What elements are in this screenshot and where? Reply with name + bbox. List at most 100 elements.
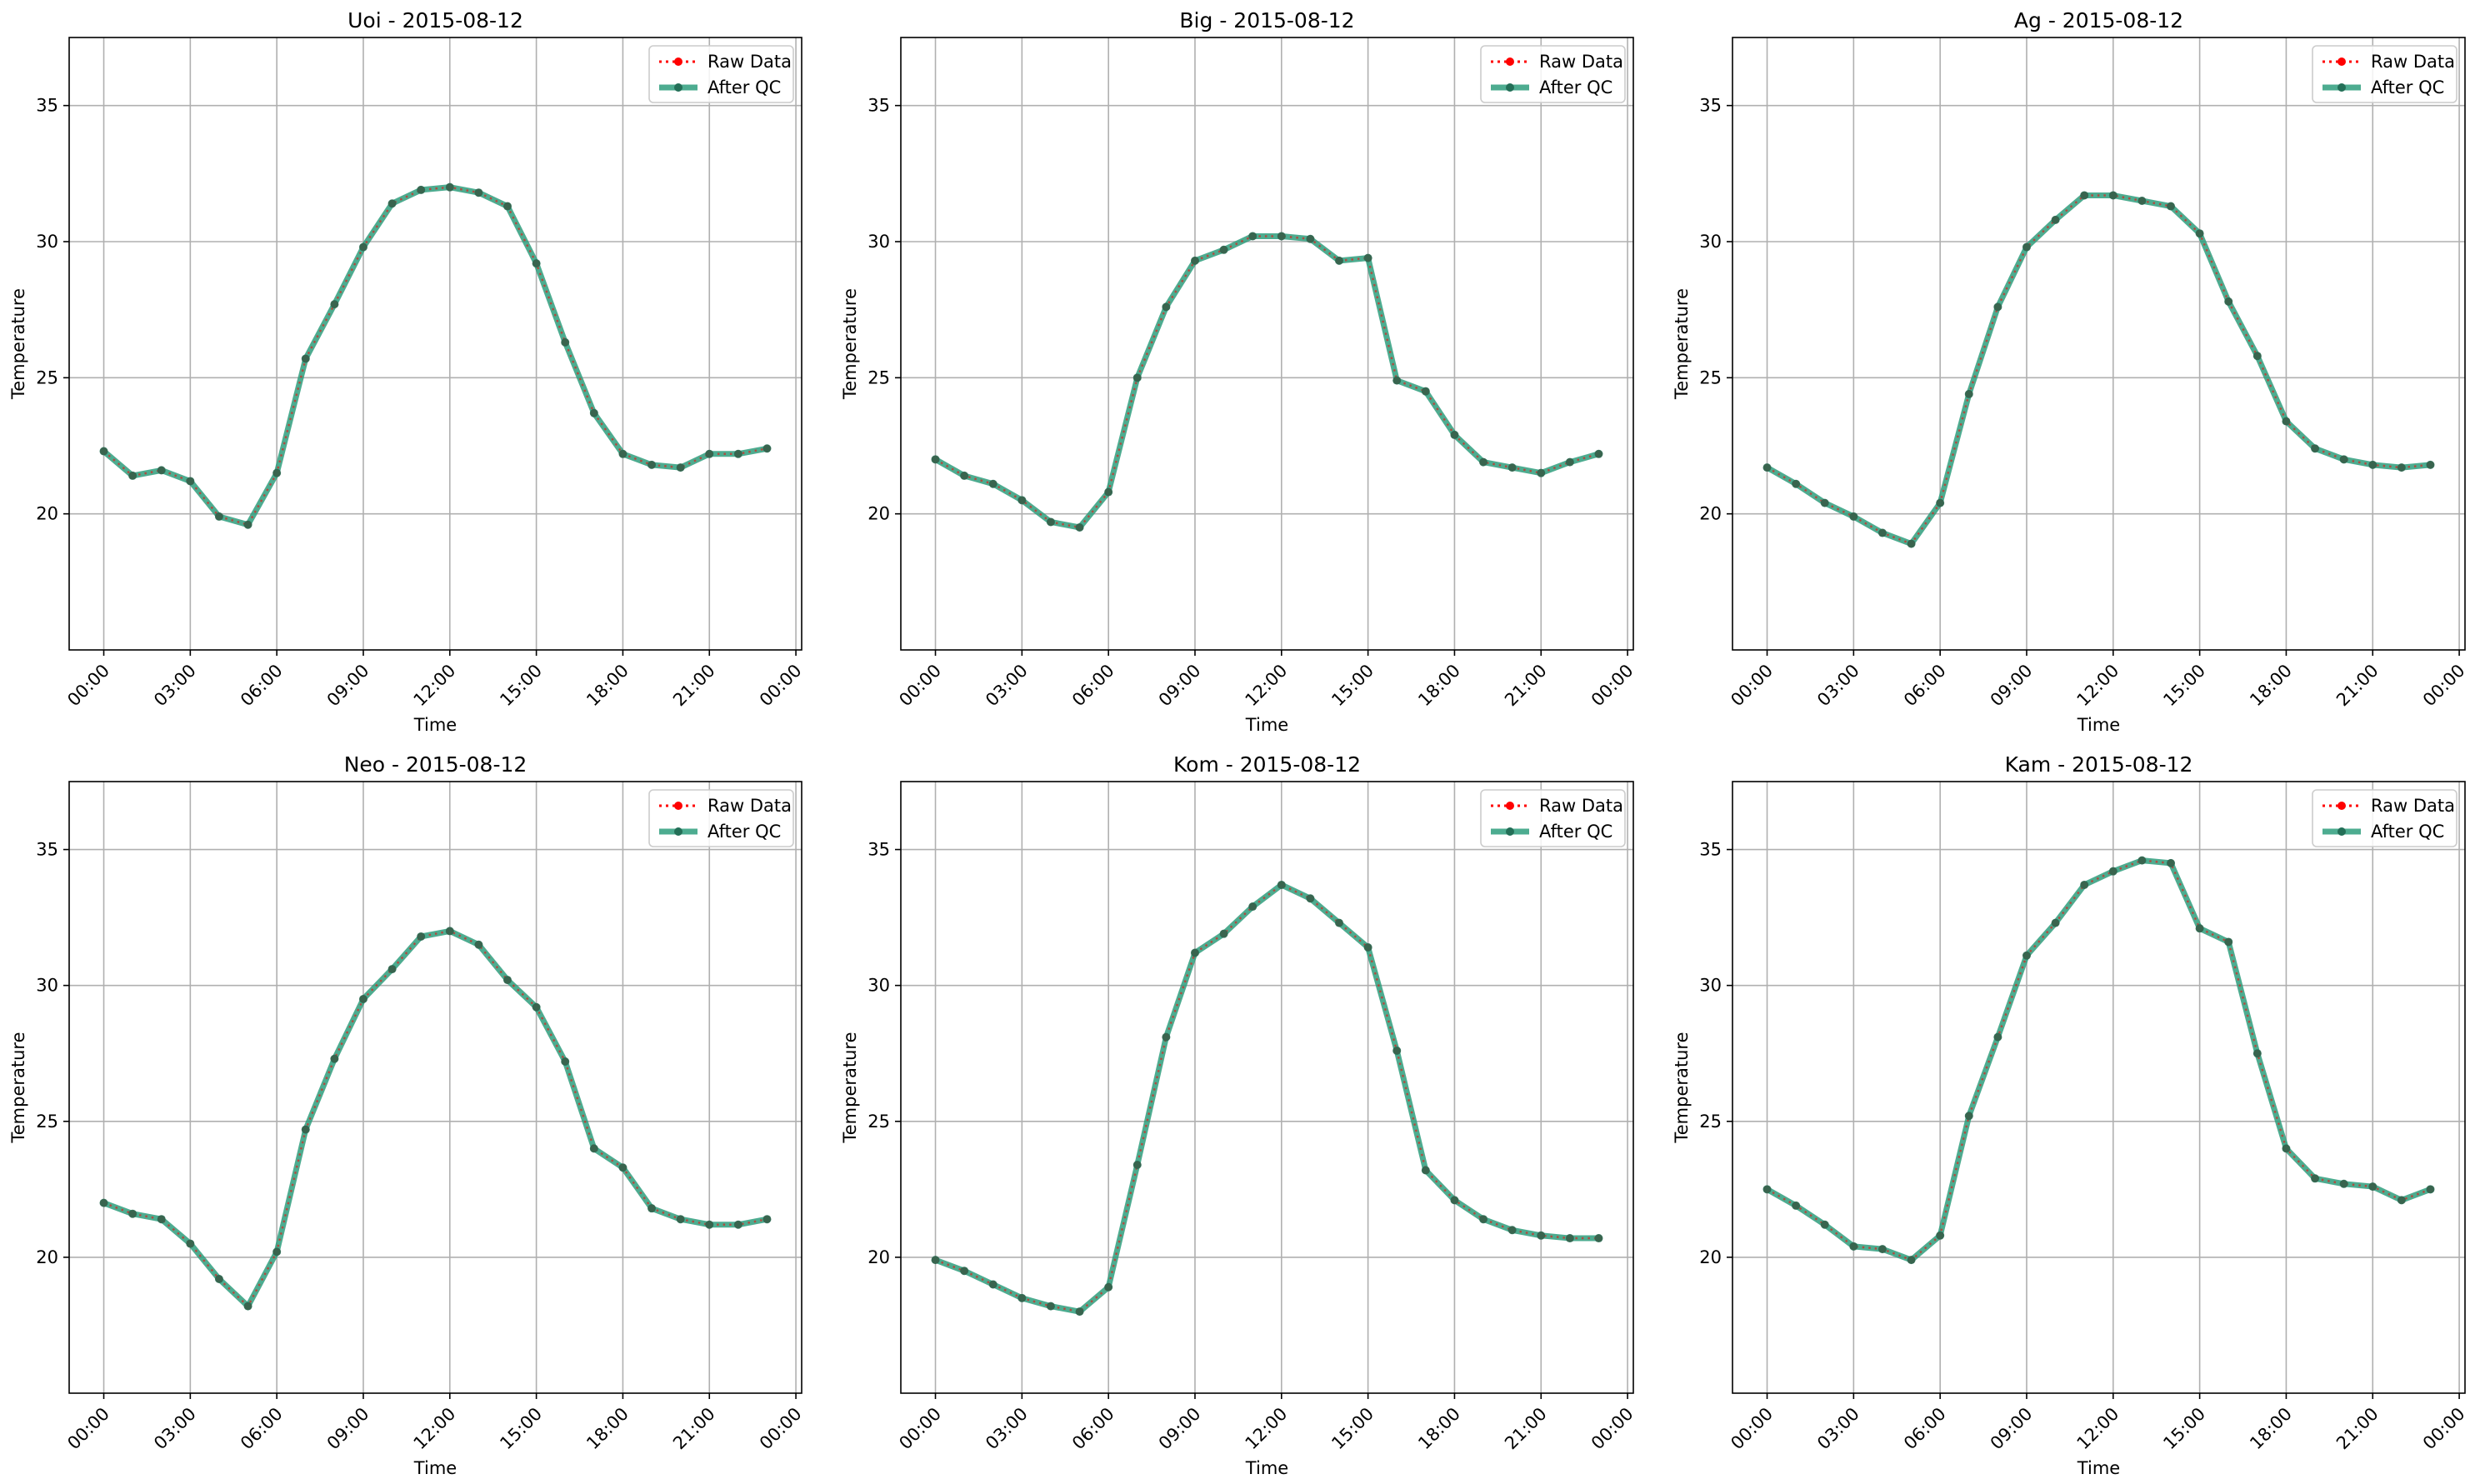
after-qc-point: [243, 520, 252, 529]
after-qc-point: [1306, 234, 1315, 243]
chart-panel: 00:00 03:00 06:00 09:00 12:00 15:00 18:00 21:00…: [1672, 752, 2469, 1478]
legend-after-qc-label: After QC: [1539, 822, 1612, 842]
series-line-after-qc: [1764, 857, 2433, 1263]
chart-title: Kom - 2015-08-12: [1173, 752, 1361, 777]
x-tick-label: 09:00: [1987, 1404, 2037, 1454]
legend-after-qc-label: After QC: [1539, 77, 1612, 97]
after-qc-point: [960, 1267, 969, 1276]
x-tick-label: 06:00: [1900, 661, 1950, 711]
after-qc-point: [988, 1280, 998, 1289]
after-qc-point: [1508, 1226, 1517, 1235]
x-tick-label: 06:00: [1900, 1404, 1950, 1454]
x-axis-label: Time: [1245, 715, 1288, 735]
x-tick-label: 12:00: [1242, 661, 1292, 711]
after-qc-point: [1190, 256, 1199, 265]
after-qc-point: [1820, 1220, 1829, 1229]
after-qc-point: [1162, 302, 1171, 312]
after-qc-point: [960, 471, 969, 480]
after-qc-point: [1565, 1234, 1574, 1243]
after-qc-point: [1277, 880, 1286, 889]
y-tick-label: 30: [868, 976, 890, 996]
after-qc-point: [733, 449, 742, 458]
x-axis-label: Time: [413, 715, 457, 735]
x-tick-label: 03:00: [1813, 661, 1863, 711]
legend-raw-data-label: Raw Data: [2371, 52, 2455, 72]
after-qc-point: [1907, 539, 1916, 548]
series-line-raw-data: [103, 930, 768, 1308]
after-qc-point: [301, 1125, 310, 1134]
chart-title: Ag - 2015-08-12: [2014, 8, 2183, 32]
after-qc-point: [1363, 942, 1372, 952]
after-qc-point: [1018, 496, 1027, 505]
y-tick-label: 35: [36, 96, 58, 116]
y-tick-label: 35: [868, 96, 890, 116]
x-tick-label: 00:00: [2419, 661, 2469, 711]
x-tick-label: 12:00: [2073, 1404, 2123, 1454]
chart-panel: 00:00 03:00 06:00 09:00 12:00 15:00 18:00 21:00…: [1672, 8, 2469, 735]
y-tick-label: 20: [36, 504, 58, 524]
after-qc-point: [1248, 902, 1258, 912]
x-axis-label: Time: [2077, 1458, 2120, 1478]
after-qc-point: [1450, 430, 1459, 439]
y-tick-label: 20: [868, 1247, 890, 1267]
x-axis-label: Time: [2077, 715, 2120, 735]
after-qc-point: [157, 466, 166, 475]
after-qc-point: [2311, 1174, 2320, 1183]
x-tick-label: 09:00: [1987, 661, 2037, 711]
x-tick-label: 15:00: [496, 1404, 546, 1454]
after-qc-point: [1335, 918, 1344, 927]
y-axis-label: Temperature: [8, 1032, 28, 1143]
after-qc-point: [214, 512, 223, 521]
legend-raw-data-marker: [1506, 57, 1514, 66]
after-qc-point: [618, 1163, 628, 1172]
after-qc-point: [1219, 929, 1228, 938]
y-tick-label: 20: [1699, 504, 1722, 524]
chart-title: Big - 2015-08-12: [1179, 8, 1354, 32]
legend-raw-data-label: Raw Data: [1539, 52, 1623, 72]
after-qc-point: [1075, 523, 1084, 532]
after-qc-point: [1277, 232, 1286, 241]
chart-panel: 00:00 03:00 06:00 09:00 12:00 15:00 18:00 21:00…: [840, 8, 1638, 735]
after-qc-point: [1104, 1282, 1113, 1292]
y-axis-label: Temperature: [1672, 1032, 1692, 1143]
x-tick-label: 09:00: [323, 661, 373, 711]
after-qc-point: [128, 471, 138, 480]
after-qc-point: [157, 1215, 166, 1224]
axes-frame: [1732, 37, 2466, 651]
legend-after-qc-label: After QC: [2371, 77, 2444, 97]
legend-raw-data-marker: [674, 802, 682, 810]
after-qc-point: [1594, 1234, 1603, 1243]
after-qc-point: [1993, 302, 2002, 312]
x-tick-label: 00:00: [1727, 661, 1777, 711]
axes-frame: [68, 781, 802, 1394]
y-axis-label: Temperature: [840, 1032, 860, 1143]
after-qc-point: [1964, 1112, 1973, 1121]
after-qc-point: [1248, 232, 1258, 241]
after-qc-point: [1964, 389, 1973, 398]
after-qc-point: [2224, 937, 2233, 947]
axes-frame: [900, 37, 1634, 651]
series-line-after-qc: [932, 232, 1602, 531]
after-qc-point: [272, 1247, 282, 1257]
x-tick-label: 00:00: [1588, 661, 1638, 711]
after-qc-point: [676, 463, 685, 472]
after-qc-point: [2397, 1196, 2406, 1205]
after-qc-point: [589, 408, 598, 417]
after-qc-point: [648, 1204, 657, 1213]
legend-after-qc-label: After QC: [708, 77, 781, 97]
after-qc-point: [1878, 1245, 1887, 1254]
after-qc-point: [2108, 867, 2118, 876]
axes-frame: [1732, 781, 2466, 1394]
after-qc-point: [186, 1239, 195, 1248]
after-qc-point: [1878, 528, 1887, 537]
x-tick-label: 00:00: [756, 1404, 806, 1454]
after-qc-point: [2022, 951, 2031, 960]
after-qc-point: [1508, 463, 1517, 472]
y-tick-label: 30: [868, 232, 890, 252]
legend-after-qc-marker: [2338, 83, 2346, 92]
chart-panel: 00:00 03:00 06:00 09:00 12:00 15:00 18:00 21:00…: [840, 752, 1638, 1478]
after-qc-point: [1762, 1185, 1772, 1194]
x-tick-label: 03:00: [150, 661, 200, 711]
legend-raw-data-label: Raw Data: [2371, 796, 2455, 816]
after-qc-point: [474, 188, 483, 197]
